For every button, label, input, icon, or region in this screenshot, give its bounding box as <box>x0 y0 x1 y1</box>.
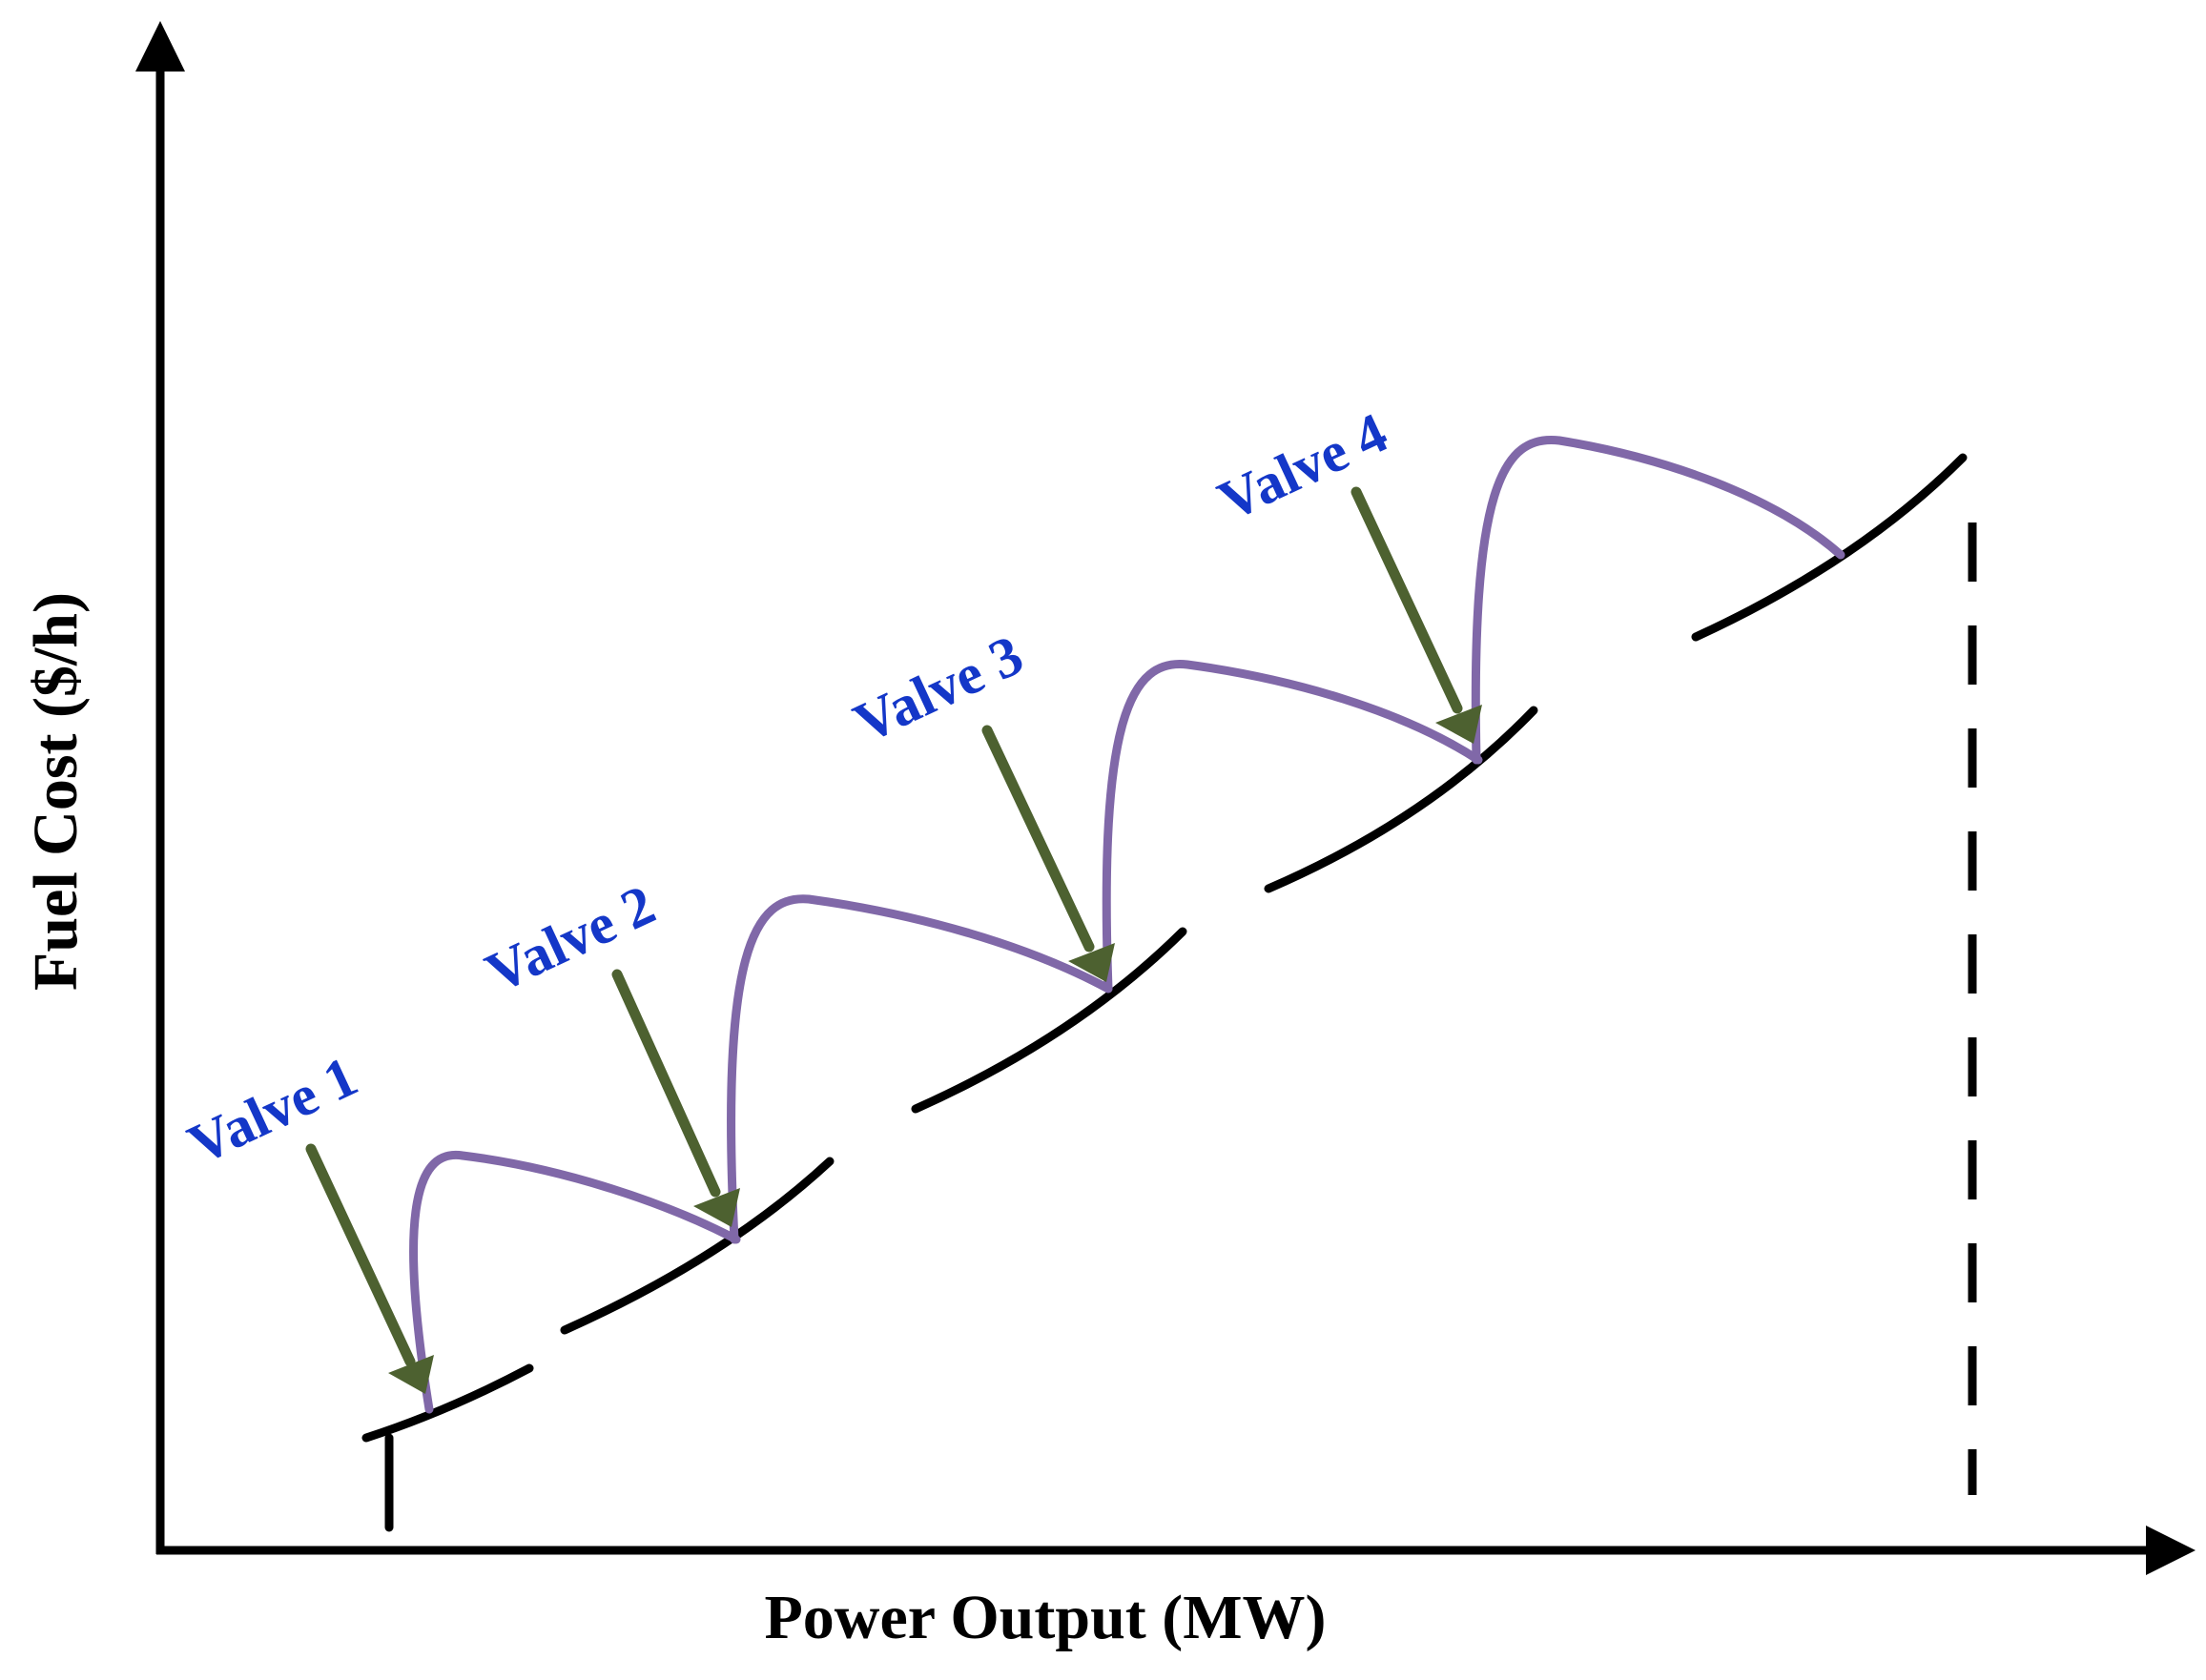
valve-3-label: Valve 3 <box>845 623 1033 754</box>
valve-1-arrow-shaft <box>305 1143 416 1367</box>
valve-3-arrowhead <box>1068 943 1115 982</box>
y-axis-title: Fuel Cost ($/h) <box>21 592 91 991</box>
valve-ripple <box>1102 660 1483 994</box>
valve-1-label: Valve 1 <box>179 1044 367 1176</box>
valve-labels: Valve 1 Valve 2 Valve 3 Valve 4 <box>179 400 1397 1176</box>
valve-2-label: Valve 2 <box>477 872 665 1004</box>
valve-4-arrow-shaft <box>1350 486 1463 714</box>
valve-3-arrow-shaft <box>981 725 1095 953</box>
valve-arrows <box>305 486 1482 1394</box>
cost-curve-segment <box>361 1363 534 1443</box>
valve-ripple <box>409 1150 741 1414</box>
valve-4-arrowhead <box>1435 705 1482 744</box>
valve-ripple <box>1471 435 1845 765</box>
cost-curve-segment <box>1264 706 1538 893</box>
axes <box>135 21 2196 1575</box>
cost-curve-segment <box>911 927 1187 1114</box>
valve-2-arrowhead <box>693 1188 740 1227</box>
valve-point-curve <box>409 435 1845 1414</box>
y-axis-arrowhead <box>135 21 185 72</box>
x-axis-arrowhead <box>2146 1526 2196 1575</box>
cost-curve-segment <box>560 1157 835 1335</box>
valve-2-arrow-shaft <box>611 969 721 1198</box>
valve-ripple <box>727 894 1113 1244</box>
valve-1-arrowhead <box>388 1355 434 1394</box>
x-axis-title: Power Output (MW) <box>764 1583 1326 1652</box>
